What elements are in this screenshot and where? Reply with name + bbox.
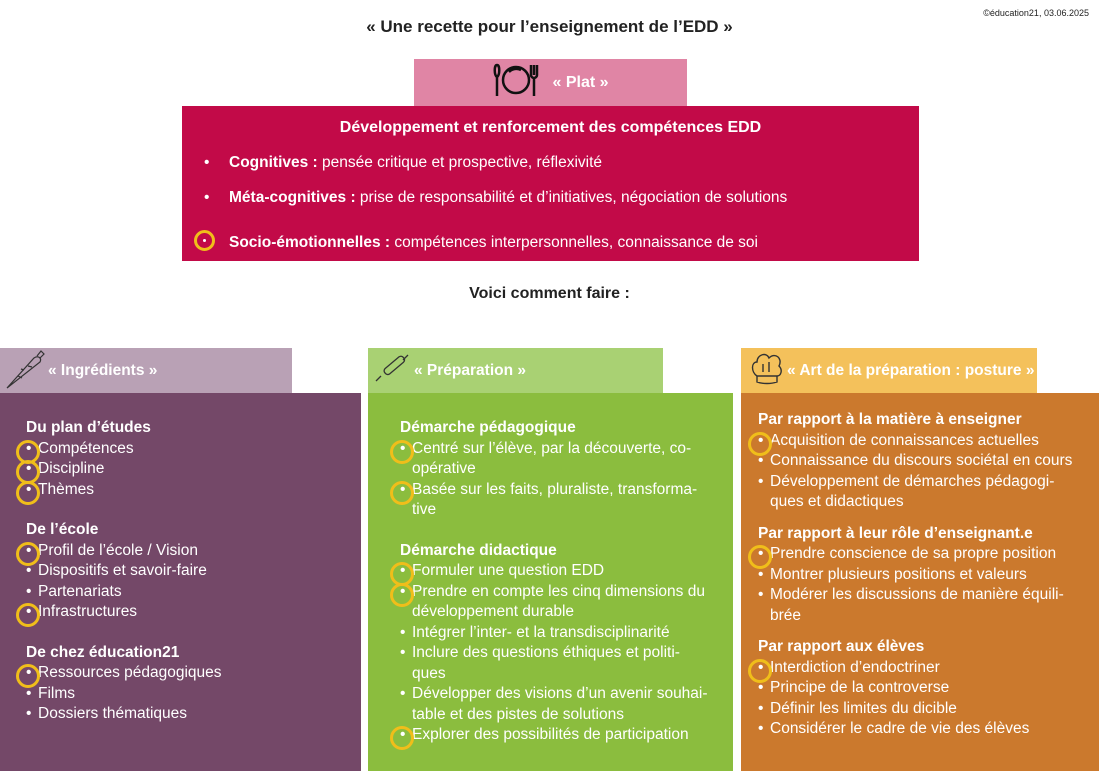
list-item: Développement de démarches pédagogi-ques… bbox=[758, 472, 1078, 513]
list-item: Films bbox=[26, 684, 326, 705]
list-item: Principe de la controverse bbox=[758, 678, 1078, 699]
section-heading: Par rapport aux élèves bbox=[758, 638, 925, 655]
list-item: Dossiers thématiques bbox=[26, 704, 326, 725]
plat-item-label: Méta-cognitives : bbox=[229, 189, 356, 206]
page-title: « Une recette pour l’enseignement de l’E… bbox=[366, 17, 733, 36]
list-item: Dispositifs et savoir-faire bbox=[26, 561, 326, 582]
highlighted-list-item: Explorer des possibilités de participati… bbox=[390, 725, 710, 750]
section-heading: Du plan d’études bbox=[26, 419, 151, 436]
ingredients-panel: Du plan d’études CompétencesDisciplineThè… bbox=[0, 393, 361, 771]
plat-item-text: compétences interpersonnelles, connaissa… bbox=[390, 234, 758, 251]
plat-panel: Développement et renforcement des compét… bbox=[182, 106, 919, 261]
posture-panel: Par rapport à la matière à enseigner Acqu… bbox=[741, 393, 1099, 771]
highlighted-list-item: Discipline bbox=[16, 459, 326, 484]
list-item: Montrer plusieurs positions et valeurs bbox=[758, 565, 1078, 586]
chef-hat-icon bbox=[749, 350, 785, 391]
voici-heading: Voici comment faire : bbox=[469, 285, 630, 302]
bullet-icon: • bbox=[204, 154, 210, 171]
section: Du plan d’études CompétencesDisciplineThè… bbox=[16, 418, 361, 504]
section: Par rapport aux élèves Interdiction d’end… bbox=[748, 637, 1099, 740]
carrot-icon bbox=[4, 346, 48, 395]
rolling-pin-icon bbox=[374, 353, 410, 388]
highlighted-list-item: Centré sur l’élève, par la découverte, c… bbox=[390, 439, 710, 480]
list-item: Définir les limites du dicible bbox=[758, 699, 1078, 720]
highlighted-list-item: Formuler une question EDD bbox=[390, 561, 710, 586]
highlighted-list-item: Infrastructures bbox=[16, 602, 326, 627]
highlighted-list-item: Thèmes bbox=[16, 480, 326, 504]
bullet-icon: • bbox=[204, 189, 210, 206]
section-heading: Par rapport à leur rôle d’enseignant.e bbox=[758, 524, 1033, 542]
highlighted-list-item: Interdiction d’endoctriner bbox=[748, 658, 1078, 682]
list-item: Connaissance du discours sociétal en cou… bbox=[758, 451, 1078, 472]
section: Par rapport à la matière à enseigner Acqu… bbox=[748, 410, 1099, 513]
plat-item-label: Cognitives : bbox=[229, 154, 318, 171]
highlighted-list-item: Profil de l’école / Vision bbox=[16, 541, 326, 565]
highlighted-list-item: Acquisition de connaissances actuelles bbox=[748, 431, 1078, 455]
list-item: Modérer les discussions de manière équil… bbox=[758, 585, 1078, 626]
ingredients-header: « Ingrédients » bbox=[0, 348, 292, 393]
section-heading: De l’école bbox=[26, 521, 99, 538]
section: Démarche didactique Formuler une question… bbox=[390, 541, 733, 750]
section: De l’école Profil de l’école / VisionDisp… bbox=[16, 520, 361, 627]
list-item: Considérer le cadre de vie des élèves bbox=[758, 719, 1078, 740]
plat-list-item: Socio-émotionnelles : compétences interp… bbox=[194, 230, 758, 256]
highlighted-list-item: Prendre en compte les cinq dimensions du… bbox=[390, 582, 710, 623]
plat-header: « Plat » bbox=[414, 59, 687, 106]
highlighted-list-item: Ressources pédagogiques bbox=[16, 663, 326, 688]
plat-item-text: prise de responsabilité et d’initiatives… bbox=[355, 189, 788, 206]
highlighted-list-item: Prendre conscience de sa propre position bbox=[748, 544, 1078, 569]
list-item: Intégrer l’inter- et la transdisciplinar… bbox=[400, 623, 710, 644]
ingredients-label: « Ingrédients » bbox=[48, 361, 158, 379]
section-heading: Par rapport à la matière à enseigner bbox=[758, 411, 1022, 428]
plat-label: « Plat » bbox=[552, 73, 609, 91]
section-heading: De chez éducation21 bbox=[26, 643, 180, 661]
plate-cutlery-icon bbox=[492, 62, 540, 103]
highlight-ring-icon bbox=[194, 230, 215, 251]
section: Démarche pédagogique Centré sur l’élève, … bbox=[390, 418, 733, 521]
plat-list-item: • Cognitives : pensée critique et prospec… bbox=[204, 154, 602, 172]
section: Par rapport à leur rôle d’enseignant.e Pr… bbox=[748, 524, 1099, 627]
plat-item-text: pensée critique et prospective, réflexiv… bbox=[317, 154, 603, 171]
list-item: Inclure des questions éthiques et politi… bbox=[400, 643, 710, 684]
list-item: Développer des visions d’un avenir souha… bbox=[400, 684, 710, 725]
section: De chez éducation21 Ressources pédagogiqu… bbox=[16, 643, 361, 725]
section-heading: Démarche pédagogique bbox=[400, 419, 576, 436]
preparation-panel: Démarche pédagogique Centré sur l’élève, … bbox=[368, 393, 733, 771]
list-item: Partenariats bbox=[26, 582, 326, 603]
copyright: ©éducation21, 03.06.2025 bbox=[983, 8, 1089, 18]
preparation-header: « Préparation » bbox=[368, 348, 663, 393]
posture-label: « Art de la préparation : posture » bbox=[787, 361, 1035, 379]
posture-header: « Art de la préparation : posture » bbox=[741, 348, 1037, 393]
highlighted-list-item: Compétences bbox=[16, 439, 326, 463]
plat-item-label: Socio-émotionnelles : bbox=[229, 234, 391, 251]
plat-heading: Développement et renforcement des compét… bbox=[339, 119, 762, 136]
preparation-label: « Préparation » bbox=[414, 361, 526, 379]
section-heading: Démarche didactique bbox=[400, 541, 557, 559]
highlighted-list-item: Basée sur les faits, pluraliste, transfo… bbox=[390, 480, 710, 521]
plat-list-item: • Méta-cognitives : prise de responsabili… bbox=[204, 189, 787, 207]
